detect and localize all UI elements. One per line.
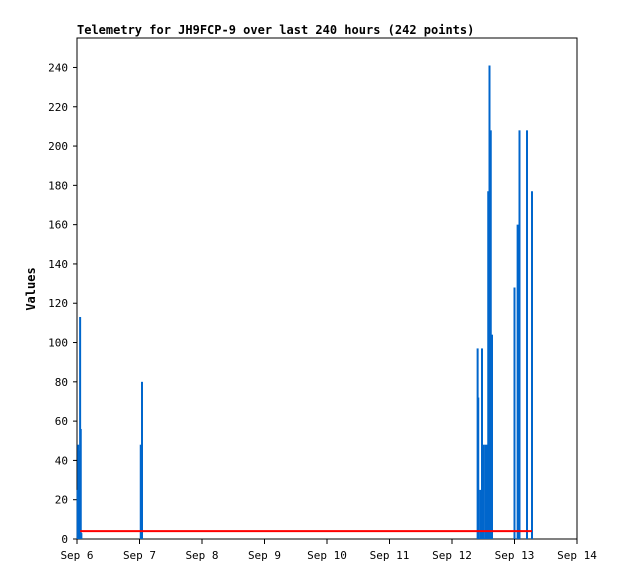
data-bar (79, 316, 82, 539)
data-bar (489, 130, 492, 539)
data-bar (139, 444, 142, 539)
y-axis-label: Values (24, 267, 38, 310)
x-tick-label: Sep 9 (248, 549, 281, 562)
data-bar (487, 191, 490, 539)
x-tick-label: Sep 10 (307, 549, 347, 562)
plot-area (76, 37, 578, 540)
y-tick-label: 200 (48, 140, 68, 153)
y-tick-label: 240 (48, 61, 68, 74)
data-bar (531, 191, 533, 539)
data-bar (141, 381, 143, 539)
y-tick-label: 20 (55, 494, 68, 507)
x-tick-label: Sep 14 (557, 549, 597, 562)
data-bar (77, 444, 80, 539)
x-tick-label: Sep 12 (432, 549, 472, 562)
data-bar (518, 130, 521, 539)
y-tick-label: 40 (55, 454, 68, 467)
y-axis: 0 20 40 60 80 100 120 140 160 180 200 220 240 (48, 61, 77, 546)
data-bar (526, 130, 528, 539)
data-bar (491, 334, 493, 539)
y-tick-label: 140 (48, 258, 68, 271)
data-bar (516, 224, 519, 539)
x-tick-label: Sep 7 (123, 549, 156, 562)
data-bar (79, 428, 82, 539)
data-bar (484, 444, 487, 539)
data-bar (481, 348, 483, 539)
y-tick-label: 80 (55, 376, 68, 389)
y-tick-label: 160 (48, 219, 68, 232)
x-tick-label: Sep 13 (495, 549, 535, 562)
data-bar (477, 397, 480, 539)
x-tick-label: Sep 11 (370, 549, 410, 562)
x-axis: Sep 6 Sep 7 Sep 8 Sep 9 Sep 10 Sep 11 Sep 12 Se… (60, 539, 597, 562)
x-tick-label: Sep 6 (60, 549, 93, 562)
y-tick-label: 100 (48, 337, 68, 350)
y-tick-label: 180 (48, 179, 68, 192)
x-tick-label: Sep 8 (185, 549, 218, 562)
bars-group (76, 65, 533, 539)
data-bar (486, 444, 488, 539)
data-bar (513, 287, 516, 539)
y-tick-label: 220 (48, 101, 68, 114)
y-tick-label: 60 (55, 415, 68, 428)
data-bar (80, 533, 83, 539)
data-bar (479, 489, 482, 539)
y-tick-label: 0 (61, 533, 68, 546)
data-bar (482, 444, 485, 539)
data-bar (488, 65, 491, 539)
y-tick-label: 120 (48, 297, 68, 310)
chart-title: Telemetry for JH9FCP-9 over last 240 hou… (77, 23, 474, 37)
